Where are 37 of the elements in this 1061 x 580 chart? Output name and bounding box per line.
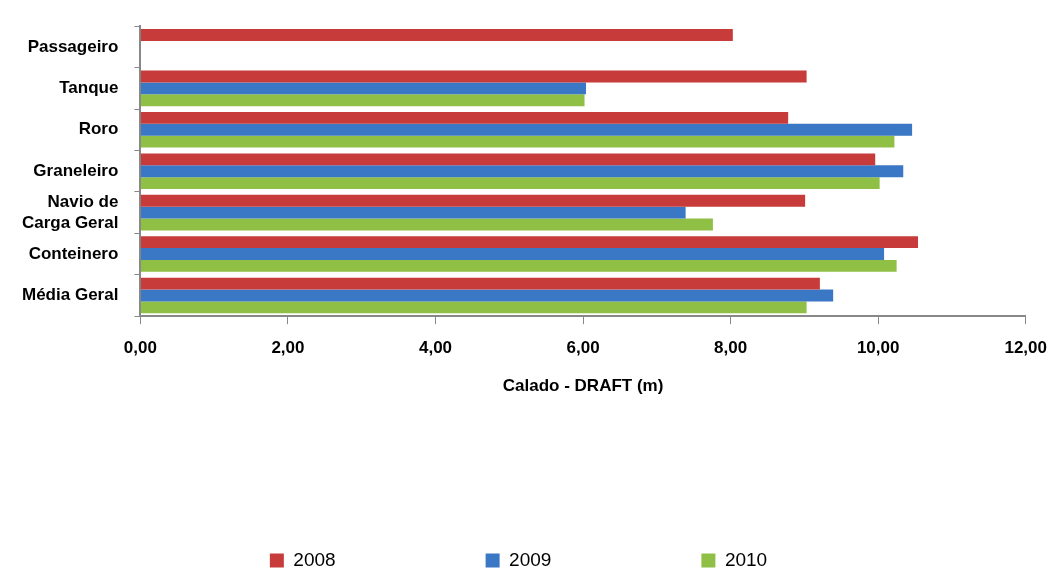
y-tick-label: Média Geral	[22, 285, 119, 305]
legend-label: 2009	[509, 548, 552, 570]
y-tick-label: Passageiro	[27, 36, 119, 56]
bar	[140, 153, 876, 166]
x-tick-label: 10,00	[856, 338, 900, 358]
x-tick-label: 0,00	[123, 338, 157, 358]
bar	[140, 248, 885, 260]
x-axis-title: Calado - DRAFT (m)	[502, 376, 664, 396]
x-tick-label: 12,00	[1004, 338, 1047, 358]
y-tick-label: Graneleiro	[33, 160, 119, 180]
y-tick-label: Roro	[78, 119, 119, 139]
bar	[140, 111, 789, 124]
y-tick-label: Conteinero	[28, 243, 119, 263]
bar	[140, 277, 820, 290]
bar	[140, 289, 834, 302]
bar	[140, 123, 913, 136]
bar	[140, 194, 806, 207]
bar	[140, 135, 895, 148]
legend-label: 2010	[724, 548, 768, 570]
bar	[140, 236, 919, 249]
bar	[140, 206, 686, 219]
bar	[140, 70, 807, 83]
bar	[140, 94, 585, 107]
legend-label: 2008	[293, 548, 336, 570]
x-tick-label: 8,00	[714, 338, 748, 358]
x-tick-label: 2,00	[271, 338, 305, 358]
bar	[140, 260, 897, 272]
bar	[140, 165, 904, 178]
bar	[140, 29, 733, 41]
bar	[140, 301, 807, 314]
x-tick-label: 6,00	[566, 338, 600, 358]
y-tick-label: Tanque	[59, 78, 119, 98]
y-tick-label: Navio de Carga Geral	[21, 192, 119, 232]
bar	[140, 177, 880, 190]
x-tick-label: 4,00	[418, 338, 453, 358]
bar	[140, 218, 713, 231]
bar	[140, 82, 587, 95]
